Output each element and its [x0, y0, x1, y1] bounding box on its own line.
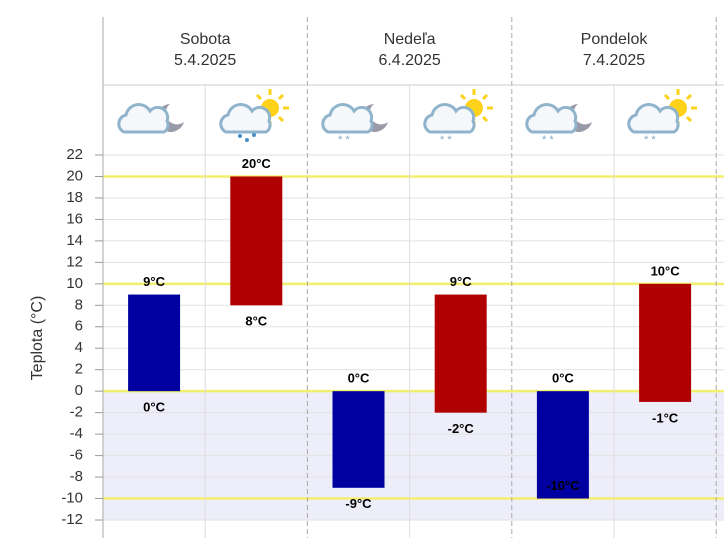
y-tick-label: 2: [75, 361, 83, 378]
y-tick-label: -12: [61, 511, 83, 528]
day-date: 7.4.2025: [583, 52, 645, 69]
day-name: Sobota: [180, 31, 231, 48]
range-bar: [128, 294, 181, 392]
y-tick-label: 18: [66, 189, 83, 206]
high-label: 10°C: [651, 263, 681, 278]
y-tick-label: 4: [75, 339, 83, 356]
y-tick-label: -10: [61, 489, 83, 506]
high-label: 9°C: [143, 274, 165, 289]
high-label: 0°C: [552, 371, 574, 386]
y-tick-label: -2: [70, 404, 83, 421]
day-date: 5.4.2025: [174, 52, 236, 69]
range-bar: [230, 176, 283, 306]
y-axis-title: Teplota (°C): [29, 296, 46, 381]
weather-icons: [117, 87, 699, 146]
y-tick-label: -8: [70, 468, 83, 485]
y-tick-label: -6: [70, 447, 83, 464]
y-tick-label: 22: [66, 146, 83, 163]
y-tick-label: 20: [66, 167, 83, 184]
high-label: 20°C: [242, 156, 272, 171]
y-tick-label: 6: [75, 318, 83, 335]
low-label: -2°C: [448, 421, 475, 436]
low-label: 8°C: [245, 314, 267, 329]
low-label: 0°C: [143, 400, 165, 415]
high-label: 9°C: [450, 274, 472, 289]
plot-area: -12 -10 -8 -6 -4 -2 0 2 4 6 8 10 12 14 16 18 20 22 Sobota 5…: [61, 17, 724, 538]
day-name: Pondelok: [581, 31, 649, 48]
low-label: -1°C: [652, 410, 679, 425]
y-tick-label: 12: [66, 253, 83, 270]
range-bar: [332, 391, 385, 488]
y-tick-label: 0: [75, 382, 83, 399]
y-tick-label: 8: [75, 296, 83, 313]
day-date: 6.4.2025: [378, 52, 440, 69]
low-label: -10°C: [546, 478, 580, 493]
y-tick-label: 10: [66, 275, 83, 292]
y-tick-label: -4: [70, 425, 83, 442]
range-bar: [536, 391, 589, 499]
day-name: Nedeľa: [384, 31, 436, 48]
y-tick-label: 14: [66, 232, 83, 249]
range-bar: [434, 294, 487, 413]
low-label: -9°C: [345, 496, 372, 511]
range-bar: [639, 283, 692, 402]
high-label: 0°C: [348, 371, 370, 386]
y-tick-label: 16: [66, 210, 83, 227]
